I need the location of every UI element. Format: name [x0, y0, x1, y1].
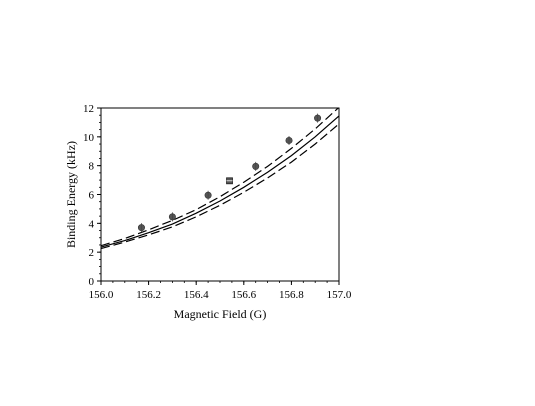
- x-axis-ticks: 156.0 156.2 156.4 156.6 156.8 157.0: [89, 281, 352, 301]
- y-tick-label: 6: [89, 190, 95, 202]
- plot-area: [100, 107, 340, 282]
- y-tick-label: 2: [89, 247, 95, 259]
- y-axis-ticks: 0 2 4 6 8 10 12: [83, 103, 101, 288]
- fit-curve-solid: [101, 115, 339, 248]
- x-tick-label: 156.2: [136, 289, 161, 301]
- y-tick-label: 4: [89, 218, 95, 230]
- y-axis-label: Binding Energy (kHz): [64, 141, 78, 248]
- x-tick-label: 156.6: [231, 289, 256, 301]
- y-tick-label: 12: [83, 103, 94, 115]
- fit-curve-dashed: [101, 108, 339, 247]
- plot-frame: [100, 107, 340, 282]
- fit-curve-dashed: [101, 123, 339, 250]
- x-tick-label: 156.4: [184, 289, 209, 301]
- fit-curves: [101, 108, 339, 250]
- y-tick-label: 8: [89, 161, 95, 173]
- y-tick-label: 0: [89, 276, 95, 288]
- x-tick-label: 156.0: [89, 289, 114, 301]
- y-tick-label: 10: [83, 132, 95, 144]
- x-tick-label: 157.0: [327, 289, 352, 301]
- data-points: [137, 113, 322, 233]
- x-axis-label: Magnetic Field (G): [174, 307, 267, 321]
- x-tick-label: 156.8: [279, 289, 304, 301]
